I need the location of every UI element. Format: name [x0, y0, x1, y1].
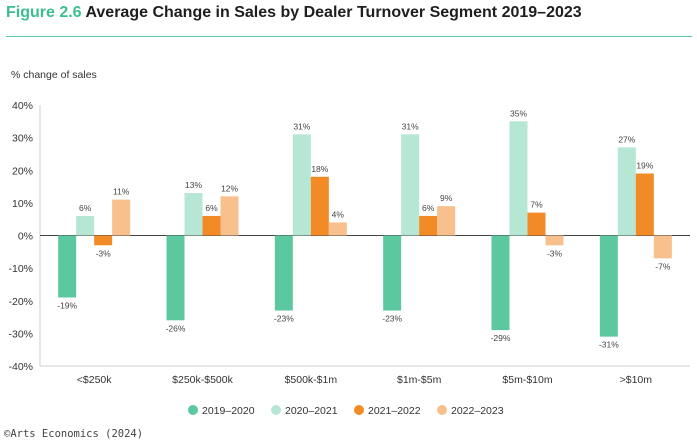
bar [653, 235, 672, 259]
figure-number: Figure 2.6 [6, 4, 82, 21]
bar [383, 235, 402, 311]
data-label: 11% [113, 187, 130, 197]
y-axis-title: % change of sales [11, 69, 97, 81]
x-tick-label: <$250k [77, 374, 112, 386]
data-label: 13% [185, 180, 202, 190]
bar [599, 235, 618, 337]
x-tick-label: >$10m [620, 374, 653, 386]
data-label: 6% [79, 203, 92, 213]
title-divider [6, 36, 692, 37]
bar [419, 215, 438, 236]
bar [310, 176, 329, 236]
y-tick-label: 30% [12, 133, 33, 145]
legend-label: 2019–2020 [202, 405, 255, 417]
legend-label: 2021–2022 [368, 405, 421, 417]
data-label: -31% [599, 340, 619, 350]
figure-title: Figure 2.6 Average Change in Sales by De… [6, 4, 582, 22]
data-label: 12% [221, 183, 238, 193]
bar [401, 134, 420, 236]
bar [509, 121, 528, 236]
bar [58, 235, 77, 298]
data-label: 7% [530, 200, 543, 210]
y-tick-label: -10% [8, 263, 33, 275]
figure-title-text: Average Change in Sales by Dealer Turnov… [85, 4, 582, 21]
bar [202, 215, 221, 236]
bar [184, 193, 203, 236]
data-label: 19% [636, 161, 653, 171]
data-label: -26% [166, 323, 186, 333]
x-tick-label: $250k-$500k [172, 374, 233, 386]
legend-label: 2020–2021 [285, 405, 338, 417]
y-tick-label: -20% [8, 296, 33, 308]
bar [491, 235, 510, 331]
data-label: 6% [205, 203, 218, 213]
data-label: 4% [332, 209, 345, 219]
x-tick-label: $5m-$10m [502, 374, 552, 386]
data-label: 27% [618, 134, 635, 144]
bar [437, 206, 456, 236]
bar [220, 196, 239, 236]
data-label: -29% [491, 333, 511, 343]
data-label: -19% [57, 300, 77, 310]
data-label: 6% [422, 203, 435, 213]
y-tick-label: -40% [8, 361, 33, 373]
y-tick-label: 10% [12, 198, 33, 210]
data-label: 31% [293, 121, 310, 131]
data-label: 18% [311, 164, 328, 174]
x-tick-label: $1m-$5m [397, 374, 442, 386]
bar [328, 222, 347, 236]
y-tick-label: -30% [8, 328, 33, 340]
y-tick-label: 20% [12, 165, 33, 177]
bar [617, 147, 636, 236]
data-label: -23% [274, 314, 294, 324]
bar [94, 235, 113, 246]
data-label: -3% [547, 248, 563, 258]
data-label: 35% [510, 108, 527, 118]
bar [166, 235, 185, 321]
bar [76, 215, 95, 236]
data-label: 9% [440, 193, 453, 203]
legend-swatch [271, 405, 281, 415]
legend-swatch [354, 405, 364, 415]
legend-swatch [188, 405, 198, 415]
bar [545, 235, 564, 246]
data-label: -3% [96, 248, 112, 258]
x-tick-label: $500k-$1m [285, 374, 338, 386]
data-label: 31% [402, 121, 419, 131]
bar [274, 235, 293, 311]
bar [527, 212, 546, 236]
bar [635, 173, 654, 236]
bar [112, 199, 131, 236]
source-credit: ©Arts Economics (2024) [4, 428, 144, 440]
data-label: -7% [655, 261, 671, 271]
bar [292, 134, 311, 236]
data-label: -23% [382, 314, 402, 324]
legend-label: 2022–2023 [451, 405, 504, 417]
y-tick-label: 40% [12, 100, 33, 112]
y-tick-label: 0% [18, 231, 33, 243]
legend-swatch [437, 405, 447, 415]
